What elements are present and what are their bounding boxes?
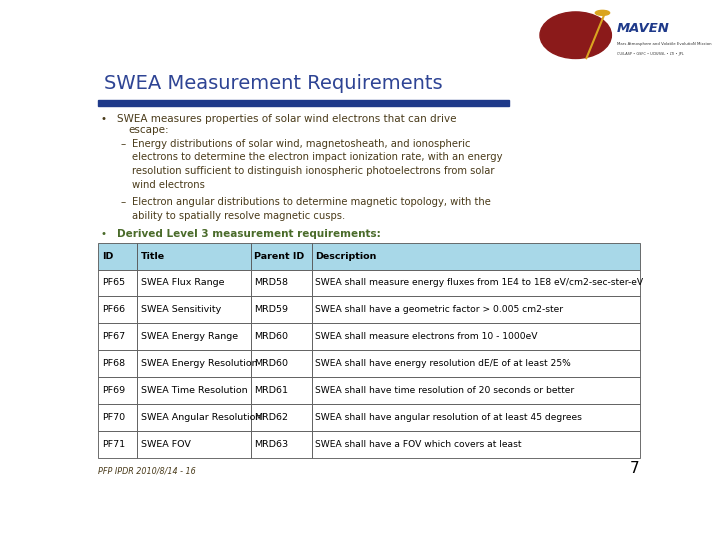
Bar [312,404,639,431]
Text: SWEA shall have energy resolution dE/E of at least 25%: SWEA shall have energy resolution dE/E o… [315,359,571,368]
Text: SWEA Sensitivity: SWEA Sensitivity [140,305,221,314]
Bar [312,269,639,296]
Bar [251,296,312,323]
Text: SWEA shall measure electrons from 10 - 1000eV: SWEA shall measure electrons from 10 - 1… [315,332,537,341]
Bar [138,296,251,323]
Bar [99,296,138,323]
Bar [312,431,639,458]
Text: PFP IPDR 2010/8/14 - 16: PFP IPDR 2010/8/14 - 16 [99,467,196,476]
Text: SWEA shall have angular resolution of at least 45 degrees: SWEA shall have angular resolution of at… [315,413,582,422]
Bar [251,350,312,377]
Bar [99,377,138,404]
Text: –: – [121,139,126,148]
Bar [312,350,639,377]
Text: Energy distributions of solar wind, magnetosheath, and ionospheric: Energy distributions of solar wind, magn… [132,139,470,148]
Text: PF69: PF69 [102,386,125,395]
Text: Description: Description [315,252,377,261]
Text: SWEA shall measure energy fluxes from 1E4 to 1E8 eV/cm2-sec-ster-eV: SWEA shall measure energy fluxes from 1E… [315,279,643,287]
Text: ability to spatially resolve magnetic cusps.: ability to spatially resolve magnetic cu… [132,211,345,221]
Text: SWEA Flux Range: SWEA Flux Range [140,279,224,287]
Bar [138,431,251,458]
Bar [99,323,138,350]
Text: CU/LASP • GSFC • UCB/SSL • LTI • JPL: CU/LASP • GSFC • UCB/SSL • LTI • JPL [617,52,683,56]
Bar [99,269,138,296]
Text: •: • [100,114,106,124]
Text: SWEA Energy Resolution: SWEA Energy Resolution [140,359,257,368]
Text: PF71: PF71 [102,440,125,449]
Bar [138,242,251,269]
Text: resolution sufficient to distinguish ionospheric photoelectrons from solar: resolution sufficient to distinguish ion… [132,166,495,176]
Text: PF68: PF68 [102,359,125,368]
Text: SWEA FOV: SWEA FOV [140,440,191,449]
Text: PF70: PF70 [102,413,125,422]
Text: 7: 7 [630,461,639,476]
Text: Mars Atmosphere and Volatile EvolutioN Mission: Mars Atmosphere and Volatile EvolutioN M… [617,42,711,46]
Bar [251,323,312,350]
Text: SWEA Time Resolution: SWEA Time Resolution [140,386,247,395]
Text: PF66: PF66 [102,305,125,314]
Bar [312,377,639,404]
Text: SWEA Energy Range: SWEA Energy Range [140,332,238,341]
Bar [251,269,312,296]
Ellipse shape [540,12,611,58]
Bar [312,242,639,269]
Text: Electron angular distributions to determine magnetic topology, with the: Electron angular distributions to determ… [132,197,491,207]
Text: PF65: PF65 [102,279,125,287]
Text: MRD59: MRD59 [254,305,288,314]
Bar [99,350,138,377]
Bar [312,323,639,350]
Text: SWEA Measurement Requirements: SWEA Measurement Requirements [104,74,443,93]
Text: –: – [121,197,126,207]
Text: ID: ID [102,252,113,261]
Bar [99,100,508,106]
Bar [99,431,138,458]
Bar [99,242,138,269]
Bar [312,296,639,323]
Text: MRD60: MRD60 [254,332,288,341]
Bar [138,269,251,296]
Text: SWEA shall have a FOV which covers at least: SWEA shall have a FOV which covers at le… [315,440,524,449]
Text: SWEA Angular Resolution: SWEA Angular Resolution [140,413,261,422]
Text: MAVEN: MAVEN [617,23,670,36]
Bar [251,242,312,269]
Text: electrons to determine the electron impact ionization rate, with an energy: electrons to determine the electron impa… [132,152,503,163]
Text: PF67: PF67 [102,332,125,341]
Bar [251,377,312,404]
Text: MRD58: MRD58 [254,279,288,287]
Text: SWEA shall have time resolution of 20 seconds or better: SWEA shall have time resolution of 20 se… [315,386,575,395]
Text: escape:: escape: [128,125,168,135]
Bar [138,377,251,404]
Bar [138,323,251,350]
Text: Derived Level 3 measurement requirements:: Derived Level 3 measurement requirements… [117,230,381,239]
Text: Parent ID: Parent ID [254,252,305,261]
Text: MRD63: MRD63 [254,440,289,449]
Bar [138,350,251,377]
Text: MRD62: MRD62 [254,413,288,422]
Text: SWEA shall have a geometric factor > 0.005 cm2-ster: SWEA shall have a geometric factor > 0.0… [315,305,563,314]
Bar [99,404,138,431]
Bar [251,404,312,431]
Text: SWEA measures properties of solar wind electrons that can drive: SWEA measures properties of solar wind e… [117,114,456,124]
Text: MRD61: MRD61 [254,386,288,395]
Circle shape [595,10,610,15]
Text: MRD60: MRD60 [254,359,288,368]
Text: •: • [100,230,106,239]
Text: wind electrons: wind electrons [132,180,204,190]
Bar [138,404,251,431]
Text: Title: Title [140,252,165,261]
Bar [251,431,312,458]
